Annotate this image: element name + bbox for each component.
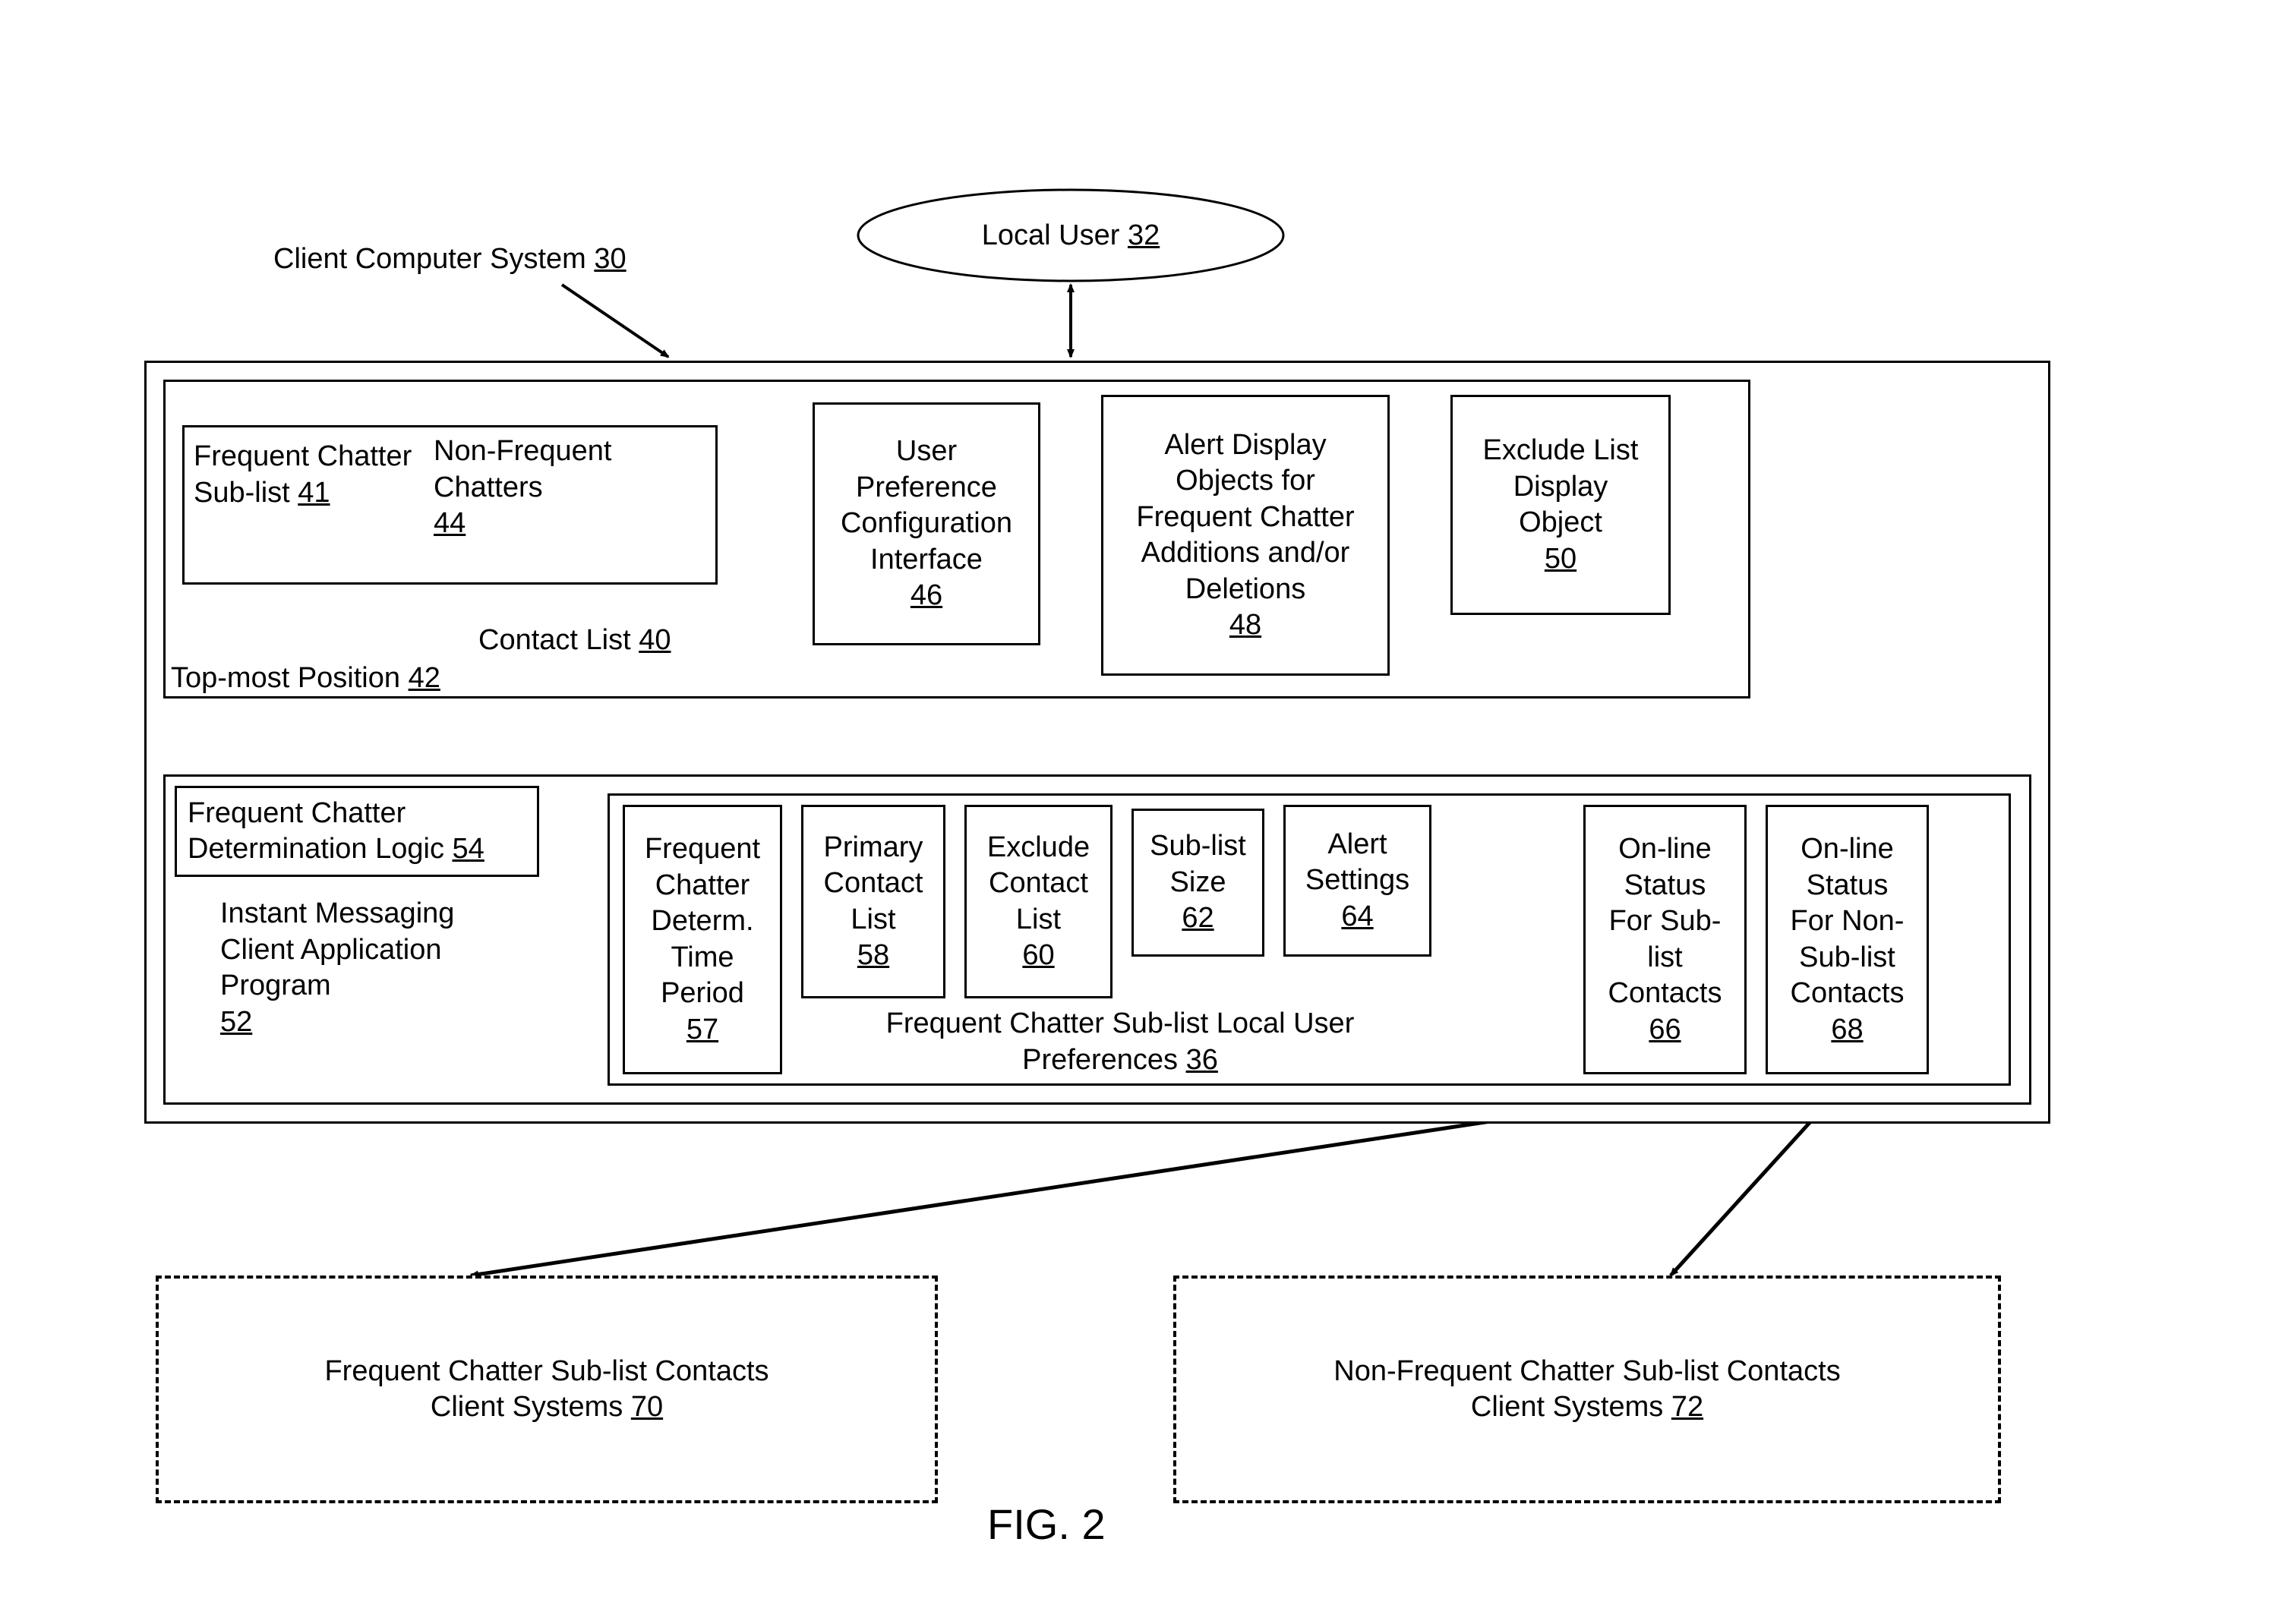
alert-display-box: Alert Display Objects for Frequent Chatt…: [1101, 395, 1390, 676]
online-non-sublist-text: On-line Status For Non- Sub-list Contact…: [1791, 831, 1905, 1012]
non-freq-chatters-num: 44: [434, 506, 466, 542]
sublist-size-num: 62: [1182, 900, 1214, 937]
alert-settings-num: 64: [1341, 899, 1373, 935]
primary-contact-num: 58: [857, 938, 889, 974]
non-sublist-contacts-box: Non-Frequent Chatter Sub-list ContactsCl…: [1173, 1276, 2001, 1503]
topmost-label: Top-most Position 42: [171, 661, 440, 697]
local-user-num: 32: [1128, 219, 1160, 251]
contact-list-label: Contact List 40: [478, 623, 671, 659]
exclude-display-num: 50: [1545, 541, 1576, 578]
sublist-size-box: Sub-list Size 62: [1131, 809, 1264, 957]
non-freq-chatters-text: Non-Frequent Chatters: [434, 434, 611, 506]
alert-display-num: 48: [1229, 607, 1261, 644]
online-non-sublist-box: On-line Status For Non- Sub-list Contact…: [1766, 805, 1929, 1074]
client-system-num: 30: [594, 243, 626, 275]
im-client-num: 52: [220, 1006, 252, 1038]
online-sublist-num: 66: [1649, 1012, 1681, 1049]
contact-list-text: Contact List: [478, 624, 631, 656]
contact-list-num: 40: [639, 624, 671, 656]
alert-settings-text: Alert Settings: [1305, 827, 1409, 899]
alert-display-text: Alert Display Objects for Frequent Chatt…: [1136, 427, 1354, 608]
primary-contact-text: Primary Contact List: [824, 830, 923, 938]
alert-settings-box: Alert Settings 64: [1283, 805, 1431, 957]
topmost-text: Top-most Position: [171, 662, 400, 694]
primary-contact-box: Primary Contact List 58: [801, 805, 945, 998]
local-user-label: Local User 32: [957, 218, 1185, 254]
figure-label: FIG. 2: [987, 1499, 1106, 1549]
prefs-caption: Frequent Chatter Sub-list Local UserPref…: [839, 1006, 1401, 1078]
exclude-display-box: Exclude List Display Object 50: [1450, 395, 1671, 615]
time-period-text: Frequent Chatter Determ. Time Period: [645, 831, 760, 1012]
sublist-size-text: Sub-list Size: [1150, 828, 1246, 900]
user-pref-config-box: User Preference Configuration Interface …: [813, 402, 1040, 645]
online-non-sublist-num: 68: [1831, 1012, 1863, 1049]
time-period-num: 57: [686, 1012, 718, 1049]
exclude-contact-text: Exclude Contact List: [987, 830, 1090, 938]
exclude-contact-num: 60: [1022, 938, 1054, 974]
online-sublist-text: On-line Status For Sub- list Contacts: [1608, 831, 1722, 1012]
im-client-label: Instant Messaging Client Application Pro…: [220, 896, 547, 1040]
exclude-contact-box: Exclude Contact List 60: [964, 805, 1113, 998]
non-freq-chatters-box: Non-Frequent Chatters 44: [423, 425, 718, 585]
freq-chatter-sublist-box: Frequent ChatterSub-list 41: [182, 425, 425, 585]
client-system-text: Client Computer System: [273, 243, 586, 275]
fc-determ-logic-box: Frequent ChatterDetermination Logic 54: [175, 786, 539, 877]
user-pref-iface-num: 46: [911, 578, 942, 614]
im-client-text: Instant Messaging Client Application Pro…: [220, 896, 547, 1004]
time-period-box: Frequent Chatter Determ. Time Period 57: [623, 805, 782, 1074]
online-sublist-box: On-line Status For Sub- list Contacts 66: [1583, 805, 1747, 1074]
user-pref-iface-text: User Preference Configuration Interface: [841, 434, 1012, 578]
exclude-display-text: Exclude List Display Object: [1483, 433, 1639, 541]
local-user-text: Local User: [982, 219, 1120, 251]
sublist-contacts-box: Frequent Chatter Sub-list ContactsClient…: [156, 1276, 938, 1503]
topmost-num: 42: [409, 662, 440, 694]
client-system-label: Client Computer System 30: [273, 241, 626, 278]
